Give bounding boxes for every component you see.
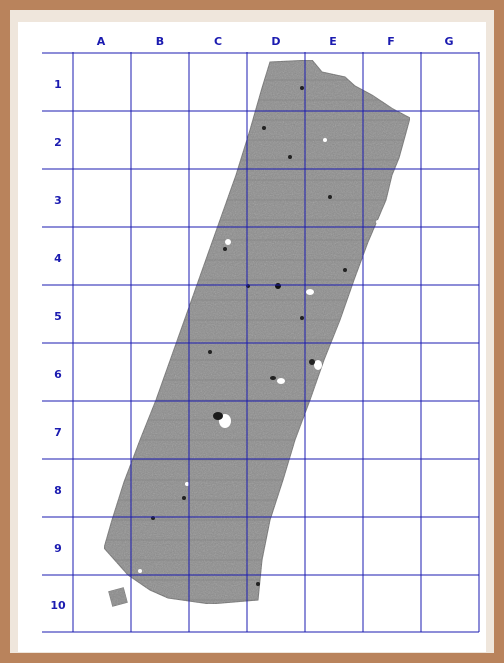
row-label-5: 5 xyxy=(54,310,62,323)
column-label-c: C xyxy=(214,35,222,48)
row-label-9: 9 xyxy=(54,542,62,555)
column-label-e: E xyxy=(329,35,337,48)
row-label-6: 6 xyxy=(54,368,62,381)
column-label-g: G xyxy=(444,35,453,48)
column-label-f: F xyxy=(387,35,395,48)
anomaly-markers xyxy=(138,86,380,586)
row-labels: 1 2 3 4 5 6 7 8 9 10 xyxy=(50,78,66,612)
row-label-10: 10 xyxy=(50,599,66,612)
row-label-3: 3 xyxy=(54,194,62,207)
detached-survey-patch xyxy=(107,586,129,608)
row-label-8: 8 xyxy=(54,484,62,497)
row-label-7: 7 xyxy=(54,426,62,439)
column-label-d: D xyxy=(271,35,280,48)
row-label-1: 1 xyxy=(54,78,62,91)
column-label-a: A xyxy=(97,35,106,48)
row-label-2: 2 xyxy=(54,136,62,149)
column-label-b: B xyxy=(156,35,164,48)
row-label-4: 4 xyxy=(54,252,62,265)
column-labels: A B C D E F G xyxy=(97,35,454,48)
grid-lines xyxy=(42,52,480,633)
